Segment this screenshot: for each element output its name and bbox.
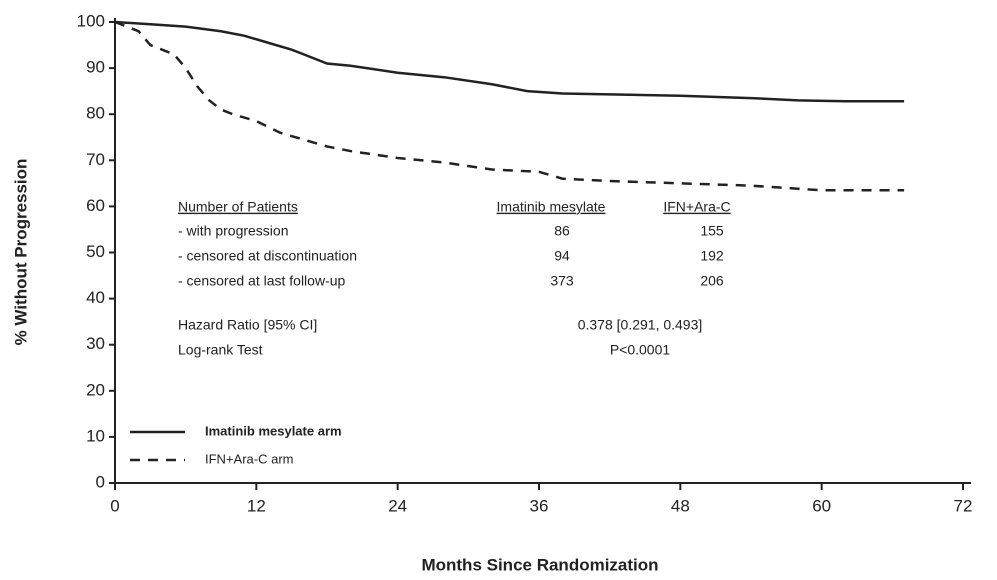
- table-row-label: - with progression: [178, 223, 289, 239]
- y-axis-title: % Without Progression: [11, 159, 30, 346]
- y-tick-label: 90: [86, 58, 105, 77]
- table-cell: 192: [700, 248, 724, 264]
- table-row-label: - censored at discontinuation: [178, 248, 357, 264]
- y-tick-label: 60: [86, 196, 105, 215]
- table-cell: 86: [554, 223, 570, 239]
- table-cell: 373: [550, 273, 574, 289]
- stat-value: 0.378 [0.291, 0.493]: [578, 317, 703, 333]
- y-tick-label: 10: [86, 426, 105, 445]
- y-tick-label: 40: [86, 288, 105, 307]
- data-line: [114, 20, 905, 103]
- table-header: Number of Patients: [178, 199, 298, 215]
- table-header: IFN+Ara-C: [663, 199, 730, 215]
- table-row-label: - censored at last follow-up: [178, 273, 346, 289]
- y-tick-label: 20: [86, 380, 105, 399]
- stat-label: Hazard Ratio [95% CI]: [178, 317, 317, 333]
- legend-label: Imatinib mesylate arm: [205, 423, 342, 438]
- legend-label: IFN+Ara-C arm: [205, 451, 293, 466]
- x-tick-label: 72: [954, 496, 973, 515]
- x-tick-label: 48: [671, 496, 690, 515]
- stat-label: Log-rank Test: [178, 342, 263, 358]
- y-tick-label: 50: [86, 242, 105, 261]
- x-tick-label: 24: [388, 496, 407, 515]
- table-cell: 206: [700, 273, 724, 289]
- x-axis-title: Months Since Randomization: [421, 555, 658, 574]
- y-tick-label: 80: [86, 104, 105, 123]
- y-tick-label: 30: [86, 334, 105, 353]
- table-header: Imatinib mesylate: [497, 199, 606, 215]
- y-tick-label: 100: [77, 11, 105, 30]
- x-tick-label: 60: [812, 496, 831, 515]
- x-tick-label: 12: [247, 496, 266, 515]
- stat-value: P<0.0001: [610, 342, 671, 358]
- y-tick-label: 0: [96, 472, 105, 491]
- data-line: [114, 20, 905, 192]
- x-tick-label: 0: [110, 496, 119, 515]
- x-tick-label: 36: [530, 496, 549, 515]
- table-cell: 155: [700, 223, 724, 239]
- y-tick-label: 70: [86, 150, 105, 169]
- table-cell: 94: [554, 248, 570, 264]
